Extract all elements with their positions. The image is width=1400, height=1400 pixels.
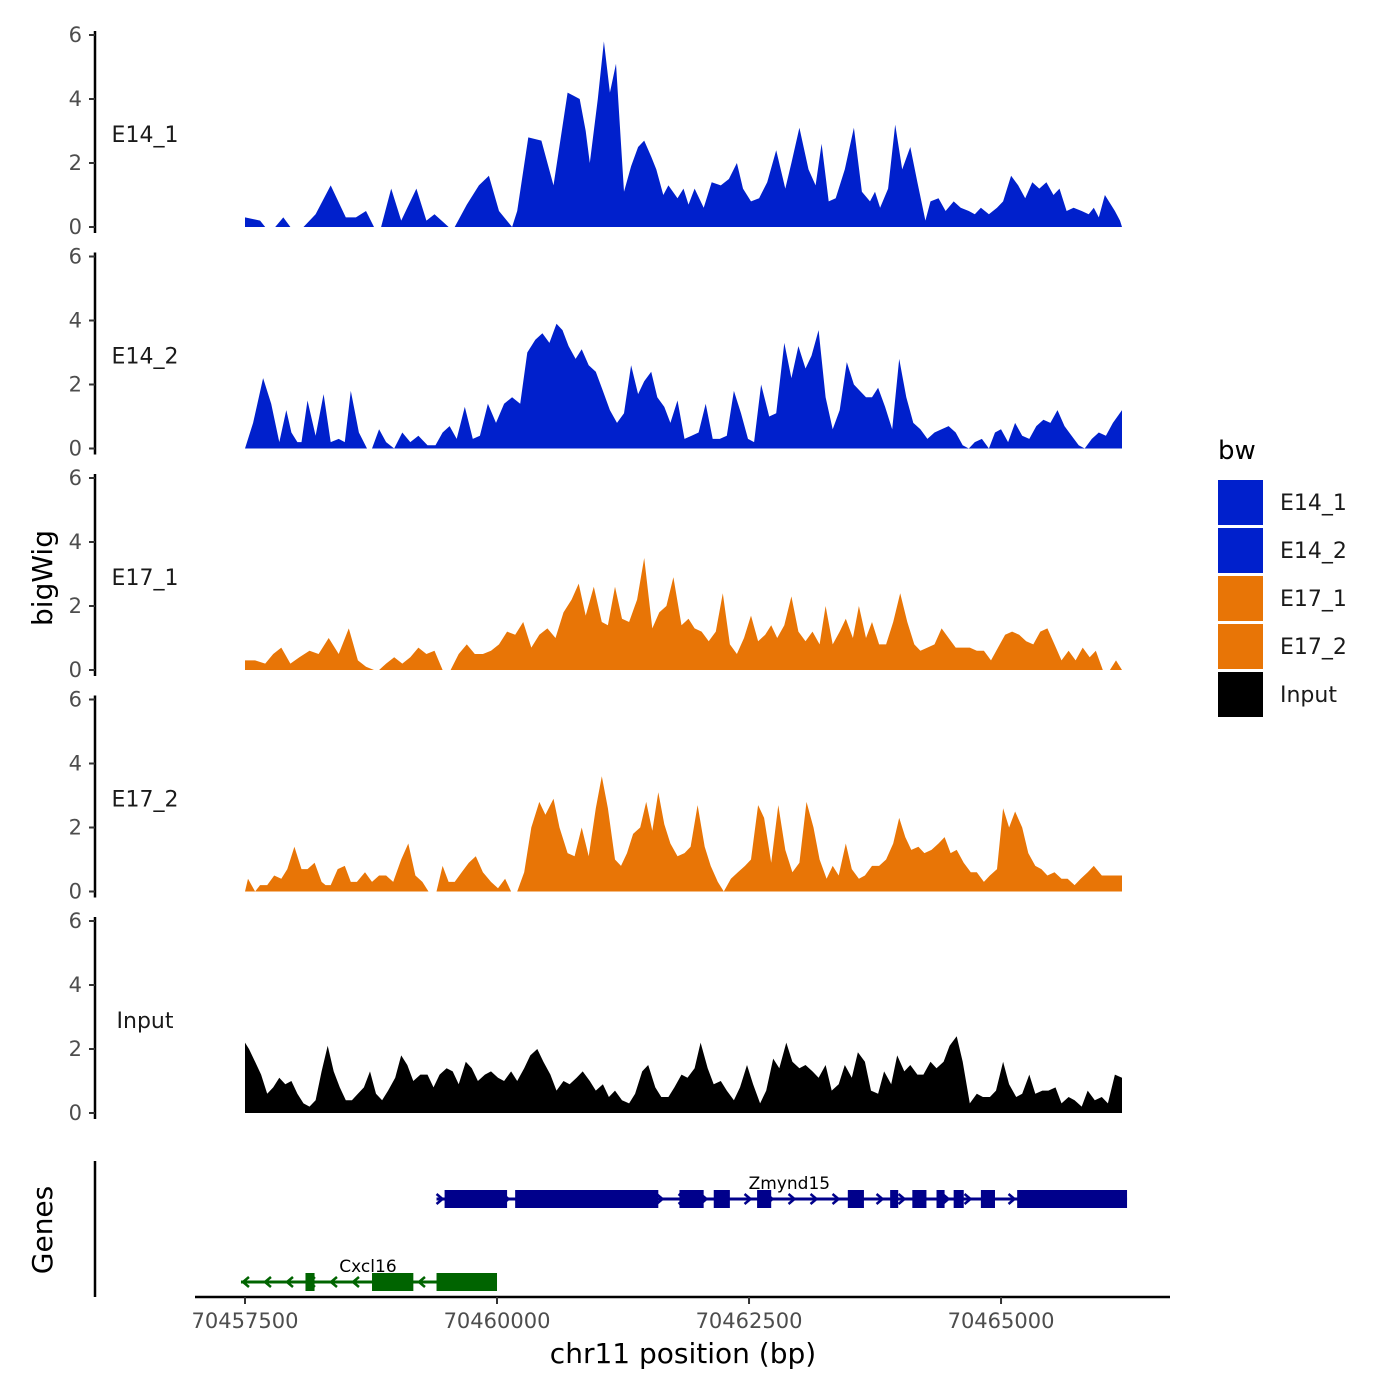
gene-label: Cxcl16	[339, 1257, 396, 1277]
track-E17_1: 0 2 4 6 E17_1	[69, 466, 1122, 682]
legend-swatch-E17_1	[1218, 576, 1263, 621]
y-tick-label: 6	[69, 688, 82, 712]
tracks-group: 0 2 4 6 E14_1 0 2 4 6 E14_2 0 2 4 6 E17_1 0 2 4 6 E17_2 0 2 4 6…	[69, 23, 1122, 1125]
y-tick-label: 0	[69, 437, 82, 461]
signal-area-E17_2	[245, 776, 1122, 892]
legend-label: E14_1	[1280, 491, 1347, 516]
track-label: E14_1	[112, 123, 179, 148]
y-tick-label: 0	[69, 1101, 82, 1125]
track-label: E17_1	[112, 566, 179, 591]
strand-arrow	[963, 1193, 973, 1205]
x-tick-label: 70460000	[444, 1309, 551, 1333]
x-axis: 70457500 70460000 70462500 70465000	[192, 1295, 1170, 1333]
y-tick-label: 2	[69, 594, 82, 618]
track-label: E14_2	[112, 345, 179, 370]
gene-exon	[713, 1190, 730, 1208]
y-tick-label: 4	[69, 530, 82, 554]
legend-label: E17_1	[1280, 587, 1347, 612]
gene-exon	[953, 1190, 964, 1208]
legend-label: E14_2	[1280, 539, 1347, 564]
gene-label: Zmynd15	[749, 1174, 830, 1194]
gene-exon	[980, 1190, 995, 1208]
y-axis-title: bigWig	[26, 530, 59, 626]
y-tick-label: 4	[69, 309, 82, 333]
legend: E14_1 E14_2 E17_1 E17_2 Input	[1218, 480, 1347, 717]
gene-exon	[372, 1273, 414, 1291]
y-tick-label: 0	[69, 880, 82, 904]
y-tick-label: 6	[69, 245, 82, 269]
gene-exon	[847, 1190, 864, 1208]
y-tick-label: 6	[69, 466, 82, 490]
signal-area-Input	[245, 1036, 1122, 1113]
legend-title: bw	[1218, 436, 1256, 466]
strand-arrow	[263, 1276, 272, 1288]
gene-exon	[515, 1190, 659, 1208]
y-tick-label: 2	[69, 816, 82, 840]
gene-exon	[757, 1190, 772, 1208]
gene-exon	[912, 1190, 927, 1208]
gene-Zmynd15: Zmynd15	[435, 1174, 1128, 1208]
x-tick-label: 70457500	[192, 1309, 299, 1333]
gene-exon	[444, 1190, 508, 1208]
track-E14_1: 0 2 4 6 E14_1	[69, 23, 1122, 239]
y-tick-label: 6	[69, 909, 82, 933]
signal-area-E14_2	[245, 323, 1122, 449]
y-tick-label: 0	[69, 215, 82, 239]
y-tick-label: 4	[69, 973, 82, 997]
strand-arrow	[787, 1193, 797, 1205]
track-label: Input	[117, 1009, 174, 1034]
legend-swatch-Input	[1218, 672, 1263, 717]
strand-arrow	[435, 1193, 445, 1205]
signal-area-E17_1	[245, 558, 1122, 670]
strand-arrow	[1007, 1193, 1017, 1205]
track-Input: 0 2 4 6 Input	[69, 909, 1122, 1125]
y-tick-label: 4	[69, 87, 82, 111]
strand-arrow	[241, 1276, 250, 1288]
strand-arrow	[285, 1276, 294, 1288]
gene-exon	[936, 1190, 945, 1208]
gene-exon	[436, 1273, 498, 1291]
gene-exon	[679, 1190, 704, 1208]
signal-area-E14_1	[245, 41, 1122, 228]
gene-exon	[890, 1190, 899, 1208]
y-tick-label: 2	[69, 151, 82, 175]
y-tick-label: 2	[69, 1037, 82, 1061]
strand-arrow	[743, 1193, 753, 1205]
y-tick-label: 2	[69, 373, 82, 397]
gene-track-group: Zmynd15 Cxcl16	[93, 1161, 1128, 1297]
strand-arrow	[655, 1193, 665, 1205]
y-tick-label: 0	[69, 658, 82, 682]
strand-arrow	[831, 1193, 841, 1205]
legend-label: Input	[1280, 683, 1337, 708]
track-E14_2: 0 2 4 6 E14_2	[69, 245, 1122, 461]
strand-arrow	[875, 1193, 885, 1205]
legend-label: E17_2	[1280, 635, 1347, 660]
legend-swatch-E17_2	[1218, 624, 1263, 669]
x-tick-label: 70465000	[948, 1309, 1055, 1333]
x-axis-title: chr11 position (bp)	[550, 1337, 816, 1370]
legend-swatch-E14_1	[1218, 480, 1263, 525]
gene-exon	[305, 1273, 315, 1291]
gene-Cxcl16: Cxcl16	[240, 1257, 498, 1291]
strand-arrow	[417, 1276, 426, 1288]
y-tick-label: 6	[69, 23, 82, 47]
strand-arrow	[329, 1276, 338, 1288]
gene-exon	[1017, 1190, 1128, 1208]
genes-axis-title: Genes	[26, 1186, 59, 1274]
strand-arrow	[351, 1276, 360, 1288]
x-tick-label: 70462500	[696, 1309, 803, 1333]
track-label: E17_2	[112, 788, 179, 813]
legend-swatch-E14_2	[1218, 528, 1263, 573]
track-E17_2: 0 2 4 6 E17_2	[69, 688, 1122, 904]
y-tick-label: 4	[69, 752, 82, 776]
strand-arrow	[809, 1193, 819, 1205]
strand-arrow	[897, 1193, 907, 1205]
